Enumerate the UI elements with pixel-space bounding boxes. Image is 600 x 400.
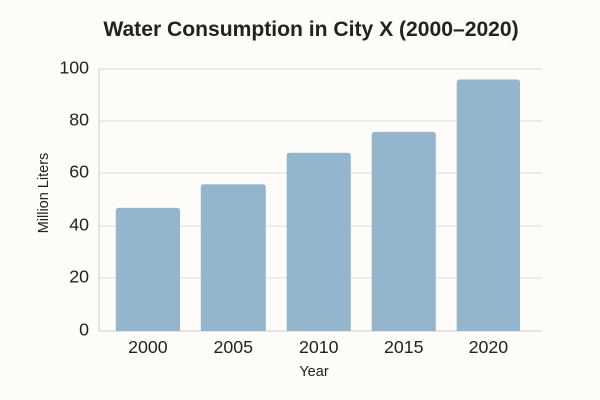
svg-text:2015: 2015 xyxy=(384,337,424,357)
svg-text:60: 60 xyxy=(69,162,89,182)
svg-text:40: 40 xyxy=(69,215,89,235)
svg-text:2005: 2005 xyxy=(214,337,254,357)
svg-text:2010: 2010 xyxy=(299,337,339,357)
svg-text:0: 0 xyxy=(79,320,89,340)
svg-text:2020: 2020 xyxy=(469,337,509,357)
svg-text:20: 20 xyxy=(69,267,89,287)
svg-text:80: 80 xyxy=(69,110,89,130)
svg-text:100: 100 xyxy=(59,58,89,78)
svg-text:2000: 2000 xyxy=(128,337,168,357)
